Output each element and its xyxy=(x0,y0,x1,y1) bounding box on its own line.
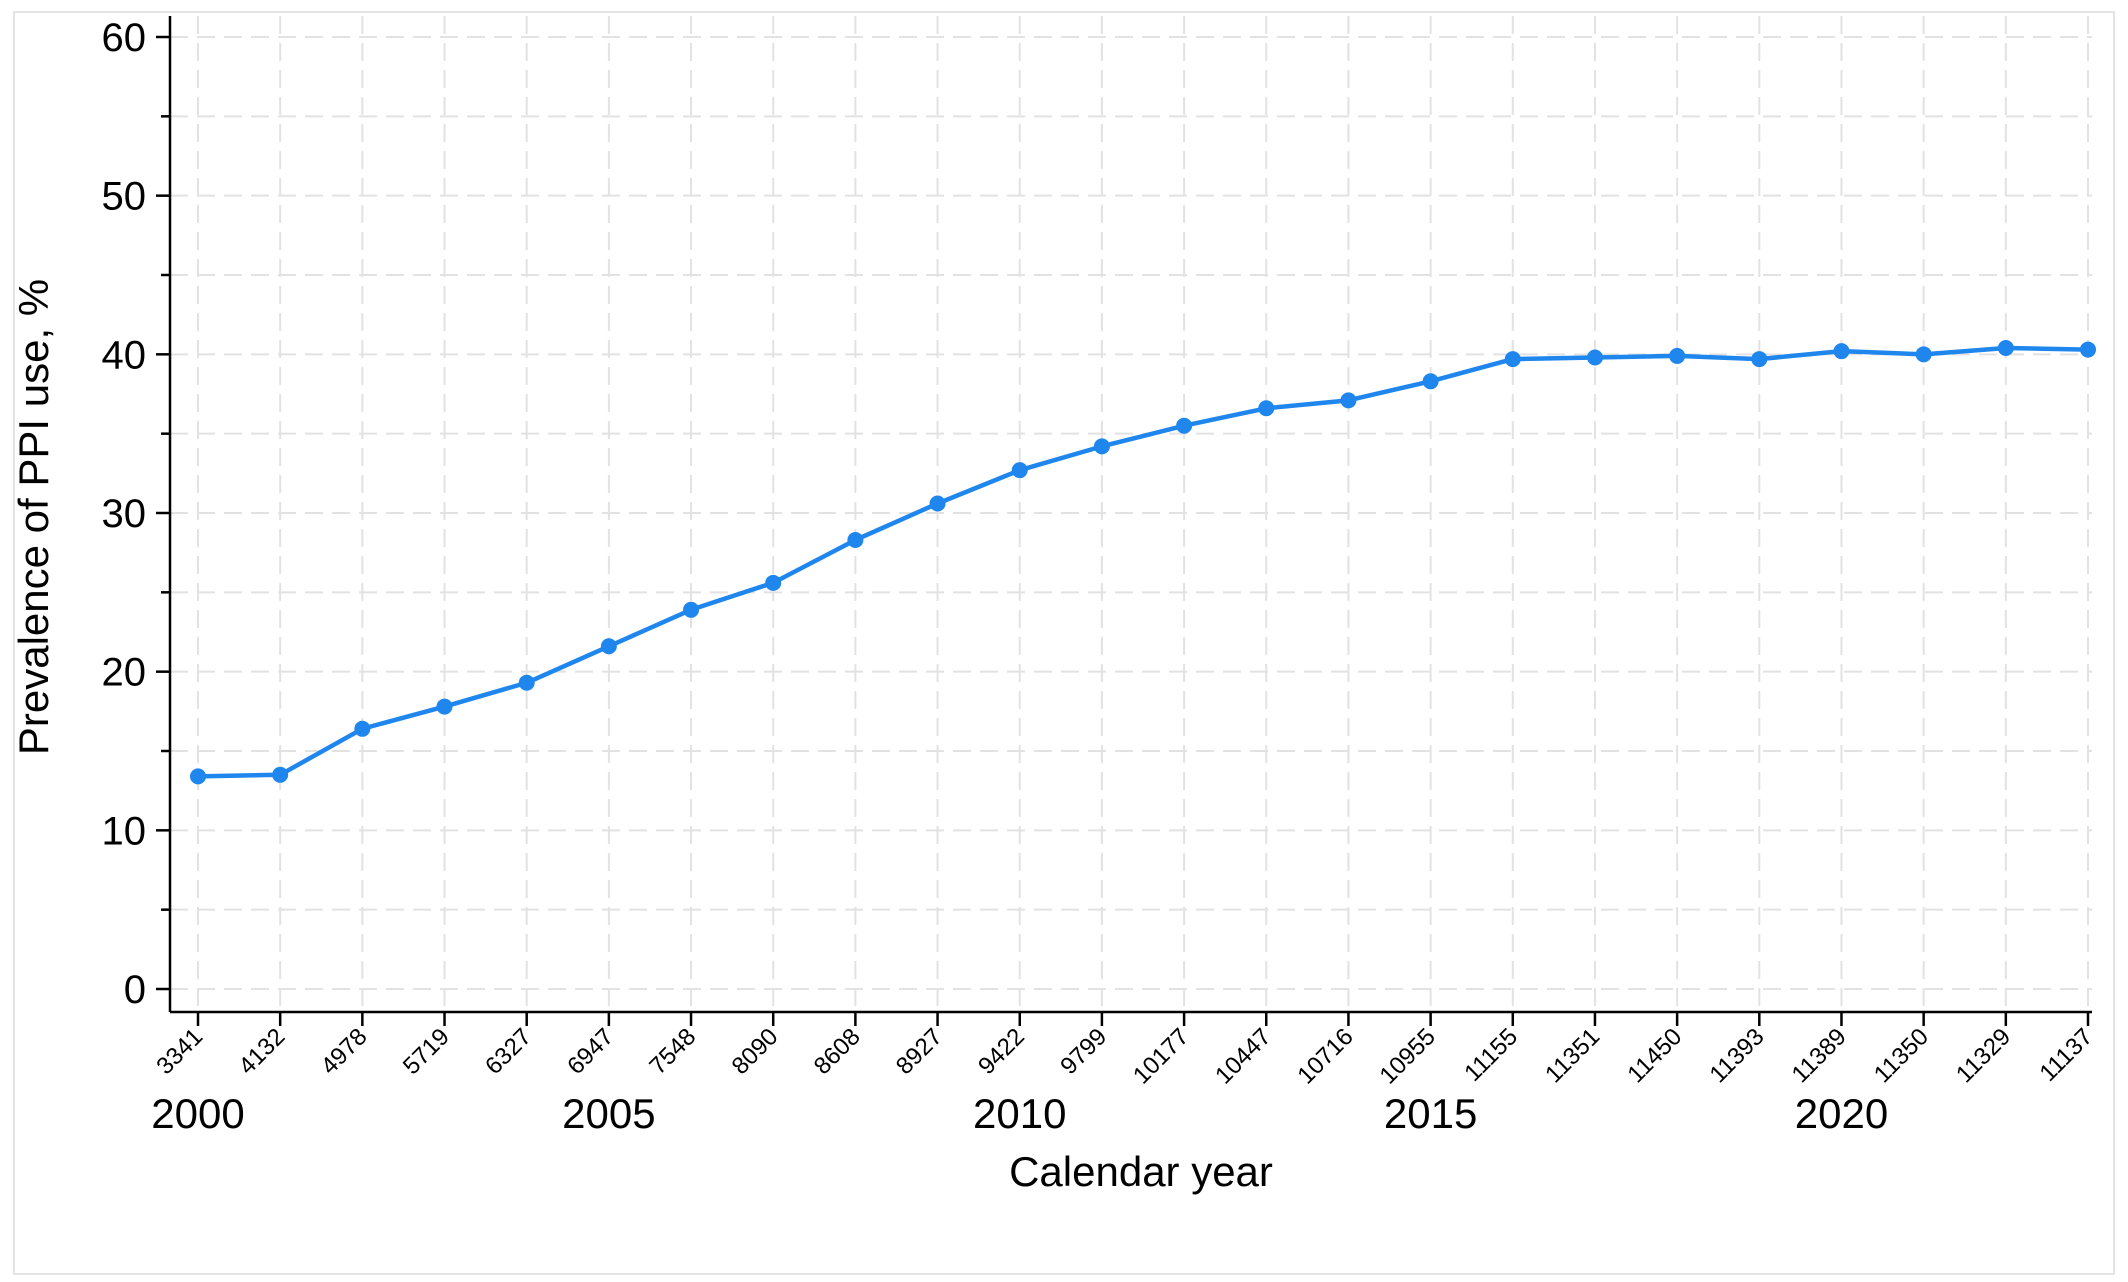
axes xyxy=(156,16,2092,1026)
data-point xyxy=(1011,462,1028,479)
y-tick-label: 0 xyxy=(124,968,146,1012)
data-point xyxy=(683,601,700,618)
x-year-label: 2005 xyxy=(562,1090,655,1137)
data-point xyxy=(1751,351,1768,368)
data-point xyxy=(354,720,371,737)
data-point xyxy=(1504,351,1521,368)
data-point xyxy=(600,638,617,655)
data-point xyxy=(765,574,782,591)
x-year-label: 2015 xyxy=(1384,1090,1477,1137)
y-tick-label: 60 xyxy=(102,16,147,60)
y-tick-label: 10 xyxy=(102,809,147,853)
x-axis-title: Calendar year xyxy=(1009,1148,1273,1195)
x-year-label: 2020 xyxy=(1795,1090,1888,1137)
y-axis-title: Prevalence of PPI use, % xyxy=(10,279,57,755)
x-year-label: 2000 xyxy=(151,1090,244,1137)
series-prevalence xyxy=(190,339,2096,785)
data-point xyxy=(1833,343,1850,360)
data-point xyxy=(1176,417,1193,434)
y-tick-label: 30 xyxy=(102,492,147,536)
y-tick-label: 50 xyxy=(102,175,147,219)
data-point xyxy=(518,674,535,691)
figure-frame xyxy=(13,11,2115,1275)
data-point xyxy=(1586,349,1603,366)
data-point xyxy=(1669,347,1686,364)
grid-lines xyxy=(170,16,2092,1012)
x-year-label: 2010 xyxy=(973,1090,1066,1137)
data-point xyxy=(1340,392,1357,409)
data-point xyxy=(929,495,946,512)
data-point xyxy=(1997,339,2014,356)
data-point xyxy=(1422,373,1439,390)
series-line xyxy=(197,345,2089,779)
y-tick-label: 20 xyxy=(102,651,147,695)
data-point xyxy=(1258,400,1275,417)
data-point xyxy=(1915,346,1932,363)
data-point xyxy=(272,766,289,783)
data-point xyxy=(190,768,206,785)
data-point xyxy=(2080,341,2096,358)
data-point xyxy=(1093,438,1110,455)
y-tick-label: 40 xyxy=(102,333,147,377)
data-point xyxy=(847,531,864,548)
data-point xyxy=(436,698,453,715)
